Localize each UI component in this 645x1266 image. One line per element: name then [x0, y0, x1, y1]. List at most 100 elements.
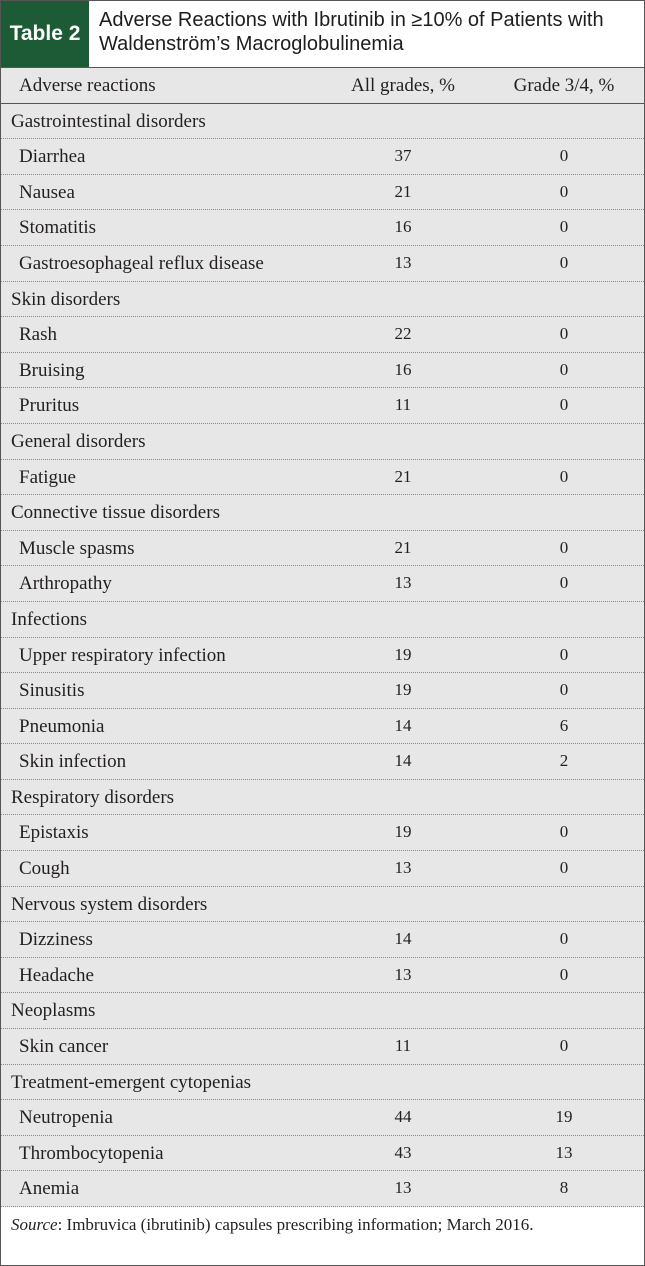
percent-cell: 0 — [559, 822, 569, 842]
reaction-name: Cough — [19, 858, 70, 880]
reaction-name: Pneumonia — [19, 715, 105, 737]
group-row: Respiratory disorders — [1, 780, 644, 816]
percent-cell: 0 — [559, 252, 569, 272]
reaction-name: Diarrhea — [19, 146, 86, 168]
data-row: Bruising 16 0 — [1, 353, 644, 389]
data-row: Anemia 13 8 — [1, 1171, 644, 1207]
percent-cell: 16 — [394, 217, 412, 237]
percent-cell: 19 — [555, 1107, 573, 1127]
percent-cell: 0 — [559, 217, 569, 237]
percent-cell: 0 — [559, 537, 569, 557]
data-row: Dizziness 14 0 — [1, 922, 644, 958]
data-row: Diarrhea 37 0 — [1, 139, 644, 175]
percent-cell: 16 — [394, 359, 412, 379]
reaction-name: Anemia — [19, 1178, 80, 1200]
table-title: Adverse Reactions with Ibrutinib in ≥10%… — [99, 9, 604, 55]
reaction-name: Nausea — [19, 181, 75, 203]
data-row: Upper respiratory infection 19 0 — [1, 638, 644, 674]
percent-cell: 6 — [559, 715, 569, 735]
percent-cell: 11 — [394, 1036, 412, 1056]
percent-cell: 21 — [394, 537, 412, 557]
percent-cell: 0 — [559, 680, 569, 700]
source-label: Source — [11, 1215, 58, 1234]
group-name: General disorders — [11, 430, 146, 452]
data-row: Rash 22 0 — [1, 317, 644, 353]
data-row: Muscle spasms 21 0 — [1, 531, 644, 567]
percent-cell: 21 — [394, 466, 412, 486]
percent-cell: 19 — [394, 680, 412, 700]
group-name: Skin disorders — [11, 288, 121, 310]
percent-cell: 0 — [559, 395, 569, 415]
column-header: All grades, % — [351, 75, 455, 96]
group-name: Nervous system disorders — [11, 893, 208, 915]
reaction-name: Headache — [19, 964, 94, 986]
source-text: : Imbruvica (ibrutinib) capsules prescri… — [57, 1215, 534, 1234]
percent-cell: 0 — [559, 929, 569, 949]
group-row: Infections — [1, 602, 644, 638]
group-name: Treatment-emergent cytopenias — [11, 1071, 252, 1093]
reaction-name: Skin cancer — [19, 1036, 109, 1058]
percent-cell: 13 — [394, 1178, 412, 1198]
percent-cell: 21 — [394, 181, 412, 201]
data-row: Nausea 21 0 — [1, 175, 644, 211]
percent-cell: 19 — [394, 644, 412, 664]
reaction-name: Skin infection — [19, 751, 127, 773]
group-name: Infections — [11, 608, 87, 630]
percent-cell: 0 — [559, 359, 569, 379]
reaction-name: Bruising — [19, 359, 85, 381]
percent-cell: 0 — [559, 644, 569, 664]
percent-cell: 13 — [555, 1142, 573, 1162]
reaction-name: Gastroesophageal reflux disease — [19, 252, 264, 274]
reaction-name: Sinusitis — [19, 680, 85, 702]
header: Table 2 Adverse Reactions with Ibrutinib… — [1, 1, 644, 68]
column-header-row: Adverse reactions All grades, % Grade 3/4,… — [1, 68, 644, 104]
percent-cell: 37 — [394, 146, 412, 166]
data-row: Thrombocytopenia 43 13 — [1, 1136, 644, 1172]
percent-cell: 14 — [394, 929, 412, 949]
data-row: Fatigue 21 0 — [1, 460, 644, 496]
data-row: Skin infection 14 2 — [1, 744, 644, 780]
reaction-name: Arthropathy — [19, 573, 112, 595]
reaction-name: Upper respiratory infection — [19, 644, 226, 666]
percent-cell: 0 — [559, 466, 569, 486]
percent-cell: 44 — [394, 1107, 412, 1127]
group-row: General disorders — [1, 424, 644, 460]
group-name: Connective tissue disorders — [11, 502, 220, 524]
percent-cell: 22 — [394, 324, 412, 344]
percent-cell: 13 — [394, 964, 412, 984]
percent-cell: 0 — [559, 1036, 569, 1056]
data-row: Arthropathy 13 0 — [1, 566, 644, 602]
percent-cell: 0 — [559, 181, 569, 201]
group-row: Skin disorders — [1, 282, 644, 318]
reaction-name: Epistaxis — [19, 822, 89, 844]
reaction-name: Fatigue — [19, 466, 76, 488]
reaction-name: Rash — [19, 324, 57, 346]
group-row: Treatment-emergent cytopenias — [1, 1065, 644, 1101]
group-name: Respiratory disorders — [11, 786, 175, 808]
percent-cell: 14 — [394, 751, 412, 771]
reaction-name: Muscle spasms — [19, 537, 135, 559]
data-row: Headache 13 0 — [1, 958, 644, 994]
percent-cell: 0 — [559, 324, 569, 344]
data-row: Neutropenia 44 19 — [1, 1100, 644, 1136]
group-row: Connective tissue disorders — [1, 495, 644, 531]
percent-cell: 13 — [394, 573, 412, 593]
data-row: Sinusitis 19 0 — [1, 673, 644, 709]
percent-cell: 19 — [394, 822, 412, 842]
group-row: Nervous system disorders — [1, 887, 644, 923]
table: Adverse reactions All grades, % Grade 3/4,… — [1, 68, 644, 1207]
reaction-name: Pruritus — [19, 395, 80, 417]
data-row: Pneumonia 14 6 — [1, 709, 644, 745]
group-name: Gastrointestinal disorders — [11, 110, 206, 132]
group-row: Neoplasms — [1, 993, 644, 1030]
percent-cell: 0 — [559, 964, 569, 984]
reaction-name: Stomatitis — [19, 217, 97, 239]
data-row: Skin cancer 11 0 — [1, 1029, 644, 1065]
source-note: Source: Imbruvica (ibrutinib) capsules p… — [1, 1207, 644, 1235]
percent-cell: 8 — [559, 1178, 569, 1198]
percent-cell: 13 — [394, 252, 412, 272]
data-row: Pruritus 11 0 — [1, 388, 644, 424]
column-header: Grade 3/4, % — [513, 75, 615, 96]
data-row: Epistaxis 19 0 — [1, 815, 644, 852]
